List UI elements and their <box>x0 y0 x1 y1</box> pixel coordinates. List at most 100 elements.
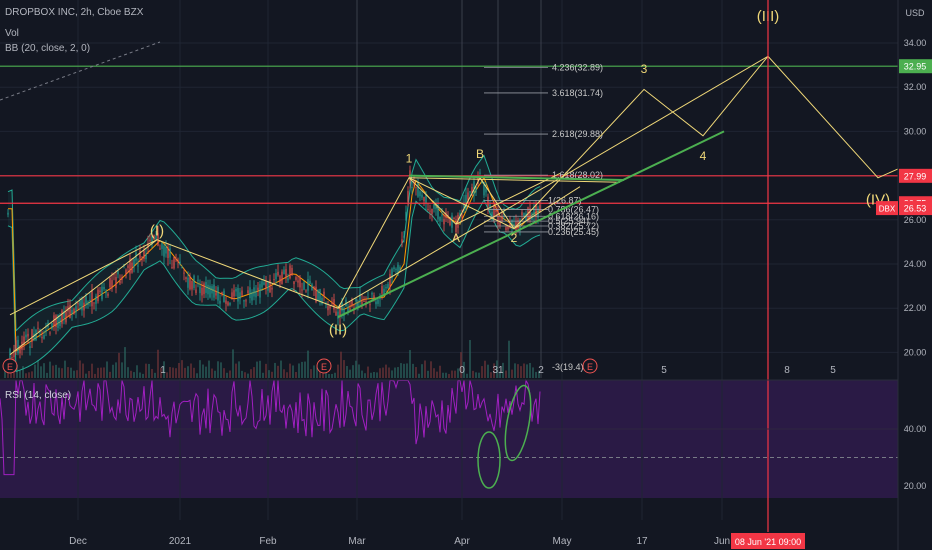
fib-level-label: 0.236(25.45) <box>548 227 599 237</box>
volume-bar <box>262 372 264 378</box>
candle-body <box>159 248 161 250</box>
volume-bar <box>295 372 297 378</box>
volume-bar <box>196 373 198 378</box>
volume-bar <box>409 350 411 378</box>
candle-body <box>497 209 499 225</box>
candle-body <box>407 191 409 202</box>
candle-body <box>103 286 105 290</box>
candle-body <box>55 315 57 327</box>
earnings-marker <box>582 358 598 374</box>
candle-body <box>315 286 317 302</box>
fib-level-label: 0.382(25.72) <box>548 221 599 231</box>
volume-bar <box>499 371 501 378</box>
candle-body <box>311 284 313 291</box>
candle-body <box>375 301 377 305</box>
volume-bar <box>250 369 252 378</box>
candle-body <box>467 192 469 204</box>
candle-body <box>183 272 185 274</box>
green-trendline <box>337 130 725 318</box>
candle-body <box>469 191 471 193</box>
volume-bar <box>505 370 507 378</box>
fib-level-label: 2.618(29.88) <box>552 129 603 139</box>
candle-body <box>283 269 285 275</box>
candle-body <box>113 273 115 275</box>
candle-body <box>23 336 25 346</box>
candle-body <box>99 290 101 292</box>
rsi-tick-label: 20.00 <box>904 481 927 491</box>
candle-body <box>479 172 481 174</box>
price-tick-label: 20.00 <box>904 347 927 357</box>
candle-body <box>425 193 427 204</box>
candle-body <box>465 194 467 210</box>
candle-body <box>137 265 139 267</box>
volume-bar <box>67 367 69 378</box>
candle-body <box>115 277 117 288</box>
volume-bar <box>469 340 471 378</box>
volume-bar <box>139 372 141 378</box>
volume-bar <box>73 370 75 378</box>
volume-bar <box>46 372 48 378</box>
earnings-marker-label: E <box>7 362 13 372</box>
time-tick-label: Dec <box>69 536 87 547</box>
volume-bar <box>343 360 345 378</box>
date-number: 0 <box>459 365 465 376</box>
fib-level-label: 0.786(26.47) <box>548 204 599 214</box>
volume-bar <box>154 372 156 378</box>
volume-bar <box>502 362 504 378</box>
candle-body <box>215 292 217 296</box>
candle-body <box>169 248 171 258</box>
candle-body <box>451 215 453 228</box>
candle-body <box>415 186 417 188</box>
candle-body <box>301 289 303 291</box>
volume-bar <box>346 366 348 378</box>
candle-body <box>143 250 145 259</box>
candle-body <box>473 181 475 195</box>
wave-label: A <box>452 231 460 245</box>
drawings[interactable]: 4.236(32.89) 3.618(31.74) 2.618(29.88) 1.61… <box>0 0 899 532</box>
candle-body <box>163 245 165 257</box>
wave-label: 1 <box>406 151 413 165</box>
candle-body <box>423 196 425 202</box>
symbol-title[interactable]: DROPBOX INC, 2h, Cboe BZX <box>5 7 144 18</box>
bb-indicator-label[interactable]: BB (20, close, 2, 0) <box>5 43 91 54</box>
volume-bar <box>70 367 72 378</box>
volume-bar <box>214 370 216 378</box>
volume-bars <box>4 340 540 378</box>
price-marker-value: 32.95 <box>904 62 927 72</box>
candle-body <box>437 205 439 219</box>
volume-bar <box>55 364 57 378</box>
candle-body <box>155 235 157 240</box>
volume-bar <box>304 361 306 378</box>
vol-indicator-label[interactable]: Vol <box>5 28 19 39</box>
candle-body <box>97 289 99 302</box>
candle-body <box>403 235 405 238</box>
volume-bar <box>64 360 66 378</box>
dashed-trend-line <box>0 41 161 101</box>
volume-bar <box>193 367 195 378</box>
time-axis-background <box>0 532 898 550</box>
candle-body <box>327 306 329 311</box>
volume-bar <box>136 365 138 378</box>
volume-bar <box>457 368 459 378</box>
candle-body <box>45 329 47 332</box>
candle-body <box>419 191 421 197</box>
candle-body <box>431 208 433 214</box>
volume-bar <box>385 364 387 378</box>
candle-body <box>77 303 79 305</box>
volume-bar <box>232 349 234 378</box>
rsi-indicator-label[interactable]: RSI (14, close) <box>5 390 72 401</box>
candle-body <box>139 250 141 259</box>
volume-bar <box>355 360 357 378</box>
candle-body <box>411 186 413 188</box>
volume-bar <box>466 373 468 378</box>
volume-bar <box>292 365 294 378</box>
candle-body <box>421 194 423 198</box>
candle-body <box>237 288 239 302</box>
candle-body <box>129 258 131 274</box>
candle-body <box>347 307 349 314</box>
volume-bar <box>289 363 291 378</box>
volume-bar <box>43 363 45 378</box>
volume-bar <box>301 361 303 378</box>
candle-body <box>405 211 407 221</box>
